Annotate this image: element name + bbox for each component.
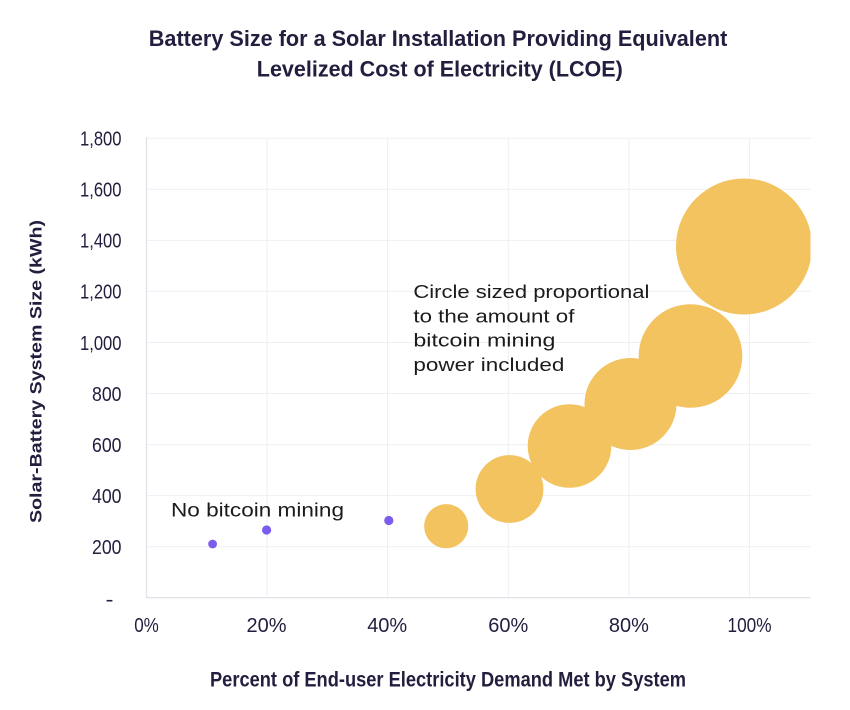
svg-text:Battery Size for a Solar Insta: Battery Size for a Solar Installation Pr… <box>149 26 728 51</box>
svg-text:1,800: 1,800 <box>80 129 122 151</box>
svg-text:to the amount of: to the amount of <box>413 305 575 326</box>
svg-text:100%: 100% <box>728 615 772 637</box>
svg-text:1,600: 1,600 <box>80 180 122 202</box>
svg-text:800: 800 <box>92 384 122 406</box>
svg-text:Levelized Cost of Electricity: Levelized Cost of Electricity (LCOE) <box>257 56 623 81</box>
svg-text:40%: 40% <box>367 615 407 637</box>
svg-text:Percent of End-user Electricit: Percent of End-user Electricity Demand M… <box>210 669 686 692</box>
svg-text:bitcoin mining: bitcoin mining <box>413 330 555 351</box>
svg-text:1,400: 1,400 <box>80 231 122 253</box>
svg-text:Solar-Battery System Size (kWh: Solar-Battery System Size (kWh) <box>26 220 45 523</box>
svg-text:1,200: 1,200 <box>80 282 122 304</box>
svg-text:200: 200 <box>92 537 122 559</box>
svg-text:400: 400 <box>92 486 122 508</box>
svg-text:0%: 0% <box>134 615 159 637</box>
svg-text:600: 600 <box>92 435 122 457</box>
svg-text:60%: 60% <box>488 615 528 637</box>
svg-text:Circle sized proportional: Circle sized proportional <box>413 281 649 302</box>
svg-text:1,000: 1,000 <box>80 333 122 355</box>
svg-text:-: - <box>106 589 114 611</box>
svg-text:No bitcoin mining: No bitcoin mining <box>171 500 344 522</box>
svg-text:80%: 80% <box>609 615 649 637</box>
svg-text:power included: power included <box>413 354 564 375</box>
svg-text:20%: 20% <box>247 615 287 637</box>
